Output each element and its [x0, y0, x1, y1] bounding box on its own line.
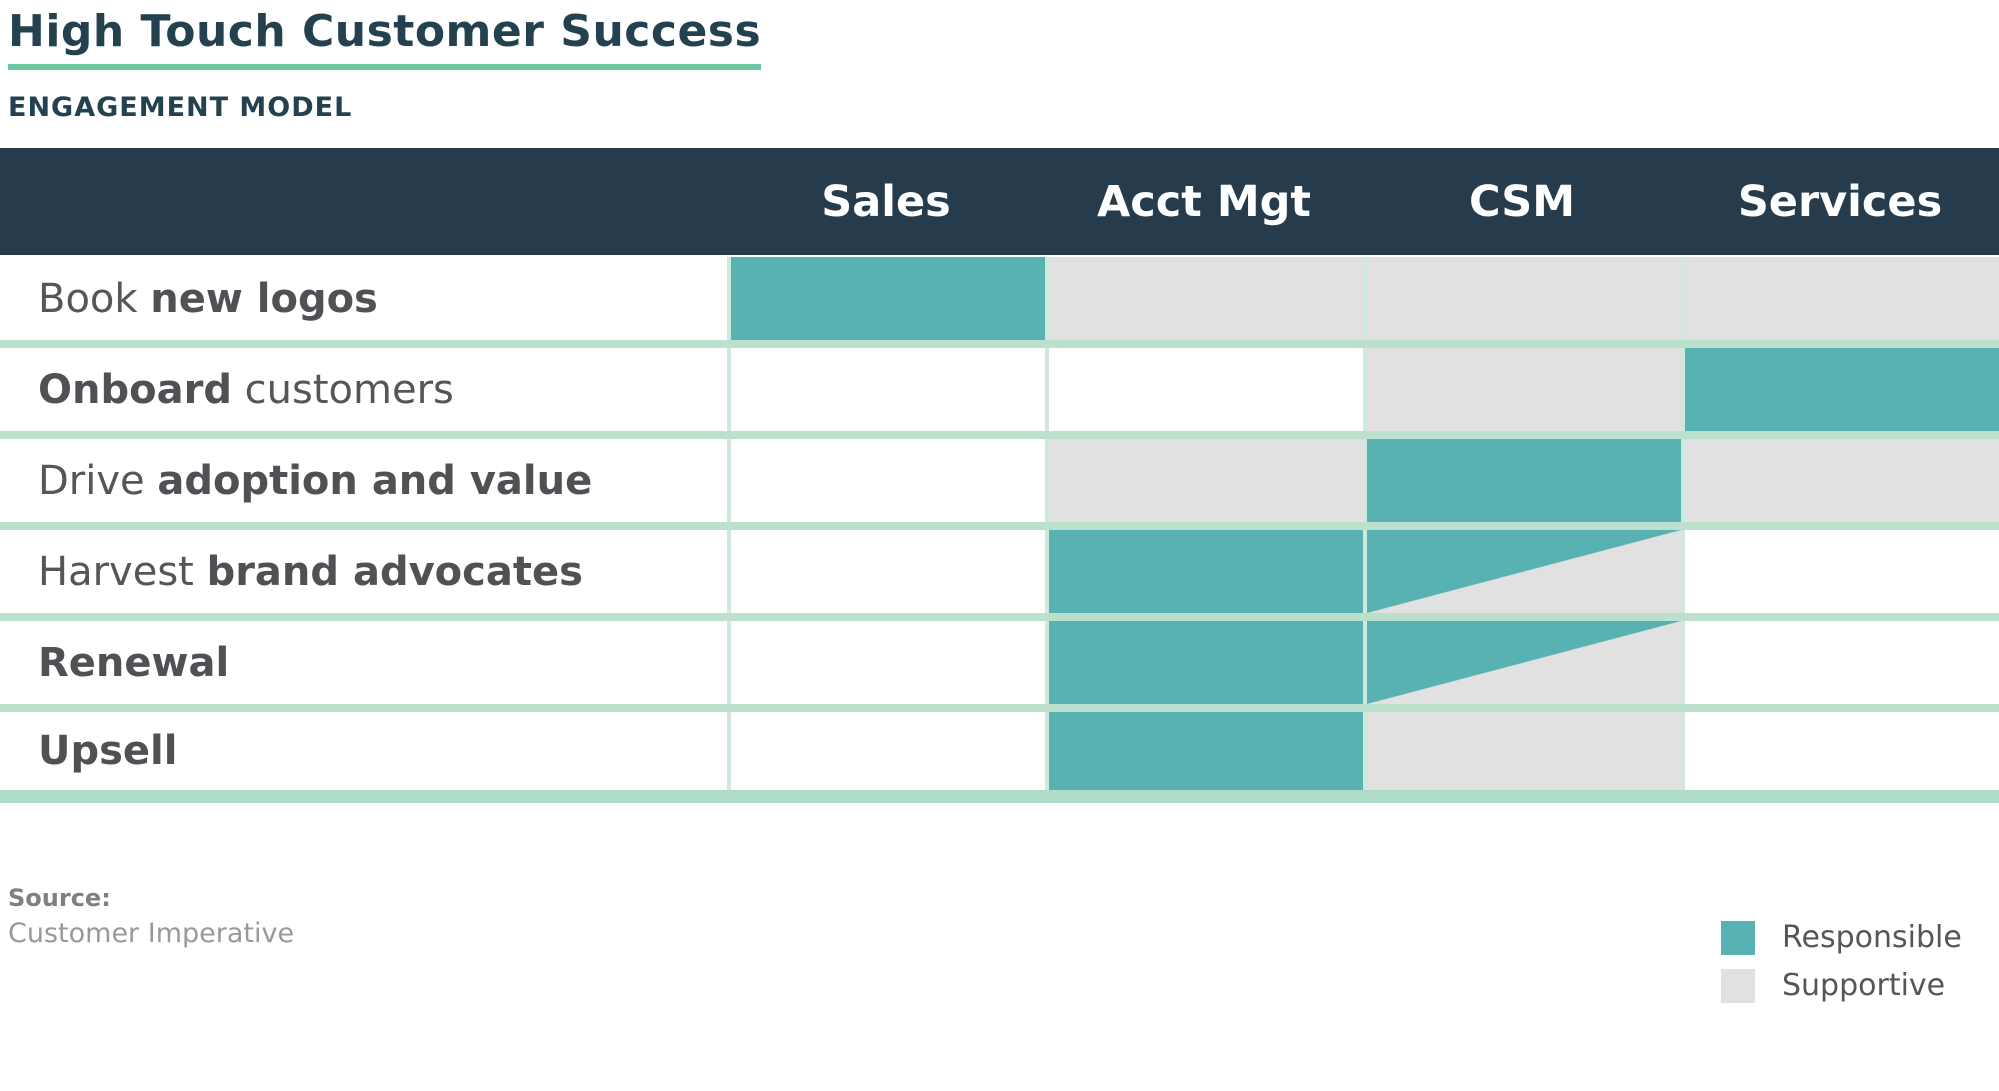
matrix-cell-r1-c1-responsible [727, 257, 1045, 340]
matrix-cell-r4-c4-none [1681, 530, 1999, 613]
source-block: Source: Customer Imperative [8, 884, 294, 949]
row-label: Renewal [0, 621, 727, 704]
row-label-bold-segment: brand advocates [206, 548, 583, 595]
legend-swatch-responsible [1721, 920, 1755, 955]
matrix-cell-r6-c3-supportive [1363, 712, 1681, 790]
matrix-cell-r1-c4-supportive [1681, 257, 1999, 340]
column-header-csm: CSM [1468, 176, 1576, 227]
matrix-cell-r6-c4-none [1681, 712, 1999, 790]
page-title: High Touch Customer Success [8, 6, 762, 70]
matrix-cell-r5-c1-none [727, 621, 1045, 704]
engagement-matrix: Sales Acct Mgt CSM Services Book new logos O… [0, 148, 1999, 803]
matrix-cell-r6-c2-responsible [1045, 712, 1363, 790]
source-label: Source: [8, 884, 111, 912]
column-header-services: Services [1737, 176, 1943, 227]
matrix-cell-r2-c2-none [1045, 348, 1363, 431]
row-label: Harvest brand advocates [0, 530, 727, 613]
row-label: Book new logos [0, 257, 727, 340]
row-label-segment: Harvest [38, 548, 207, 595]
matrix-header-row: Sales Acct Mgt CSM Services [0, 148, 1999, 255]
table-row: Onboard customers [0, 348, 1999, 439]
row-label-segment: customers [231, 366, 454, 413]
row-label-bold-segment: Upsell [38, 728, 178, 774]
legend-label: Supportive [1782, 968, 1946, 1003]
row-label-bold-segment: Renewal [38, 639, 230, 686]
matrix-cell-r1-c3-supportive [1363, 257, 1681, 340]
header-label-spacer [0, 148, 727, 255]
table-row: Harvest brand advocates [0, 530, 1999, 621]
matrix-cell-r2-c1-none [727, 348, 1045, 431]
matrix-cell-r2-c3-supportive [1363, 348, 1681, 431]
table-row: Book new logos [0, 257, 1999, 348]
matrix-cell-r5-c3-split [1363, 621, 1681, 704]
table-row: Renewal [0, 621, 1999, 712]
matrix-cell-r3-c3-responsible [1363, 439, 1681, 522]
row-label: Onboard customers [0, 348, 727, 431]
row-label-bold-segment: Onboard [38, 366, 232, 413]
matrix-cell-r2-c4-responsible [1681, 348, 1999, 431]
matrix-cell-r4-c2-responsible [1045, 530, 1363, 613]
column-header-acct-mgt: Acct Mgt [1097, 176, 1311, 227]
matrix-cell-r3-c1-none [727, 439, 1045, 522]
table-row: Upsell [0, 712, 1999, 803]
page-subtitle: ENGAGEMENT MODEL [8, 92, 353, 123]
matrix-cell-r5-c4-none [1681, 621, 1999, 704]
row-label: Drive adoption and value [0, 439, 727, 522]
matrix-cell-r4-c1-none [727, 530, 1045, 613]
row-label-segment: Drive [38, 457, 158, 504]
source-value: Customer Imperative [8, 918, 295, 949]
legend: Responsible Supportive [1721, 920, 1962, 1003]
matrix-cell-r1-c2-supportive [1045, 257, 1363, 340]
matrix-cell-r4-c3-split [1363, 530, 1681, 613]
legend-item-responsible: Responsible [1721, 920, 1962, 955]
row-label-bold-segment: new logos [150, 275, 378, 322]
matrix-cell-r3-c2-supportive [1045, 439, 1363, 522]
matrix-cell-r3-c4-supportive [1681, 439, 1999, 522]
matrix-cell-r5-c2-responsible [1045, 621, 1363, 704]
matrix-cell-r6-c1-none [727, 712, 1045, 790]
matrix-body: Book new logos Onboard customers Drive ado… [0, 257, 1999, 803]
row-label: Upsell [0, 712, 727, 790]
row-label-segment: Book [38, 275, 151, 322]
row-label-bold-segment: adoption and value [157, 457, 593, 504]
legend-swatch-supportive [1721, 968, 1755, 1003]
column-header-sales: Sales [821, 176, 951, 227]
legend-label: Responsible [1782, 920, 1962, 955]
table-row: Drive adoption and value [0, 439, 1999, 530]
legend-item-supportive: Supportive [1721, 968, 1950, 1003]
